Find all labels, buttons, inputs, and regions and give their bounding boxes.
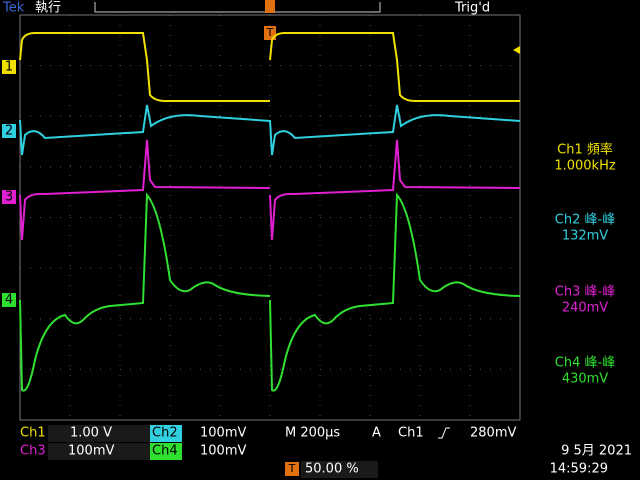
ch3-marker-label: 3: [5, 190, 13, 205]
meas-value: 1.000kHz: [554, 159, 616, 174]
meas-label: Ch1 頻率: [557, 142, 613, 158]
ch1-label: Ch1: [20, 426, 46, 441]
trigger-marker: T: [266, 26, 274, 39]
ch4-marker-label: 4: [5, 293, 13, 308]
ch3-marker: [2, 190, 16, 204]
trigger-position-marker: T: [288, 462, 296, 475]
trigger-slope-icon: [438, 427, 450, 439]
trigger-position-box: [301, 461, 378, 478]
trigger-level: 280mV: [470, 426, 516, 441]
record-view: [94, 2, 381, 13]
ch4-marker: [2, 293, 16, 307]
trigger-source: Ch1: [398, 426, 424, 441]
ch3-scale-box: [48, 443, 150, 460]
ch2-label-box: [150, 425, 182, 442]
meas-value: 240mV: [562, 301, 608, 316]
meas-value: 430mV: [562, 372, 608, 387]
trigger-mode: A: [372, 426, 381, 441]
ch1-marker-label: 1: [5, 60, 13, 75]
timebase: M 200µs: [285, 426, 340, 441]
ch3-label: Ch3: [20, 444, 46, 459]
ch1-scale: 1.00 V: [70, 426, 112, 441]
meas-value: 132mV: [562, 229, 608, 244]
ch2-marker-label: 2: [5, 124, 13, 139]
ch2-marker: [2, 124, 16, 138]
trigger-position: 50.00 %: [305, 462, 359, 477]
trigger-level-arrow: [513, 46, 520, 54]
ch2-label: Ch2: [152, 426, 178, 441]
ch1-scale-box: [48, 425, 150, 442]
brand: Tek: [2, 1, 25, 16]
ch4-label: Ch4: [152, 444, 178, 459]
meas-label: Ch4 峰-峰: [555, 356, 615, 371]
ch1-marker: [2, 60, 16, 74]
run-status: 執行: [35, 0, 61, 16]
meas-label: Ch3 峰-峰: [555, 285, 615, 300]
ch2-scale: 100mV: [200, 426, 246, 441]
trigger-position-icon: [265, 0, 275, 13]
time: 14:59:29: [550, 462, 608, 477]
ch3-scale: 100mV: [68, 444, 114, 459]
ch4-scale: 100mV: [200, 444, 246, 459]
trigger-status: Trig'd: [454, 1, 490, 16]
meas-label: Ch2 峰-峰: [555, 213, 615, 228]
ch4-label-box: [150, 443, 182, 460]
trigger-position-tag: [285, 462, 299, 476]
date: 9 5月 2021: [561, 444, 632, 459]
